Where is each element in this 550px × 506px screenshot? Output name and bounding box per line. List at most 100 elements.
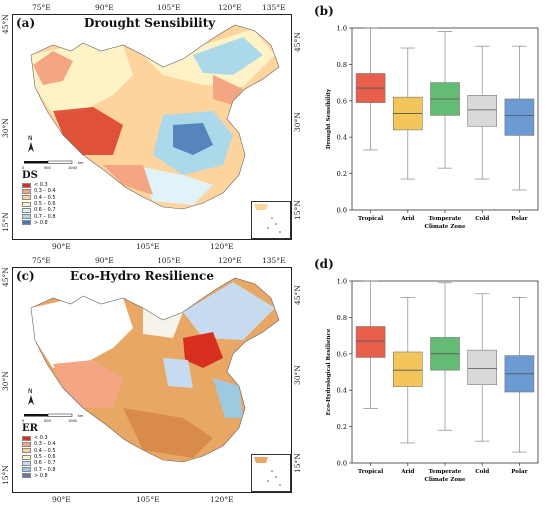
box-cold bbox=[467, 293, 498, 442]
boxplot-eco-hydrological-resilience: 0.0 0.2 0.4 0.6 0.8 1.0 Eco-Hydrological Resil… bbox=[326, 278, 539, 483]
legend-item: 0.7 – 0.8 bbox=[22, 466, 56, 473]
scale-unit: km bbox=[78, 161, 84, 165]
lon-tick: 105°E bbox=[136, 242, 160, 251]
legend-item: > 0.8 bbox=[22, 473, 56, 479]
y-tick-label: 1.0 bbox=[337, 25, 347, 33]
legend-label: 0.4 – 0.5 bbox=[34, 447, 56, 454]
lat-tick-left: 45°N bbox=[1, 14, 10, 34]
box-cold bbox=[467, 45, 498, 180]
box-polar bbox=[504, 297, 535, 453]
y-tick-label: 0.0 bbox=[337, 207, 347, 215]
x-tick-label: Cold bbox=[475, 469, 489, 475]
box-tropical bbox=[355, 27, 386, 151]
map-title-er: Eco-Hydro Resilience bbox=[70, 269, 214, 283]
legend-label: 0.4 – 0.5 bbox=[34, 194, 56, 201]
x-tick-label: Temperate bbox=[429, 469, 462, 475]
legend-label: 0.3 – 0.4 bbox=[34, 188, 56, 195]
china-map-er bbox=[30, 277, 280, 463]
legend-label: 0.3 – 0.4 bbox=[34, 441, 56, 448]
map-title-ds: Drought Sensibility bbox=[84, 16, 216, 30]
lat-tick-left: 45°N bbox=[1, 267, 10, 287]
lat-tick-right: 45°N bbox=[293, 32, 302, 52]
lat-tick-left: 15°N bbox=[1, 465, 10, 485]
box-polar bbox=[504, 45, 535, 191]
inset-islands bbox=[254, 204, 281, 233]
map-panel-eco-hydro-resilience: 75°E 90°E 105°E 120°E 135°E 45°N 30°N 15… bbox=[0, 253, 302, 506]
legend-label: < 0.3 bbox=[34, 182, 48, 189]
lon-tick: 90°E bbox=[52, 242, 71, 251]
legend-item: > 0.8 bbox=[22, 220, 56, 226]
lat-tick-right: 15°N bbox=[293, 453, 302, 473]
y-tick-label: 0.4 bbox=[337, 134, 347, 142]
legend-label: < 0.3 bbox=[34, 435, 48, 442]
panel-label-a: (a) bbox=[16, 16, 36, 30]
lon-tick: 105°E bbox=[157, 3, 181, 12]
lon-tick: 105°E bbox=[157, 256, 181, 265]
legend-item: 0.6 – 0.7 bbox=[22, 207, 56, 213]
y-tick-label: 0.6 bbox=[337, 350, 347, 358]
box-iqr bbox=[467, 95, 498, 127]
boxplot-panel-ds: (b) 0.0 0.2 0.4 0.6 0.8 1.0 Drought Sensibilit… bbox=[302, 0, 550, 253]
lat-tick-left: 30°N bbox=[1, 118, 10, 138]
lon-tick: 135°E bbox=[262, 256, 286, 265]
lon-tick: 90°E bbox=[95, 256, 114, 265]
scale-unit: km bbox=[78, 414, 84, 418]
y-tick-label: 0.0 bbox=[337, 460, 347, 468]
scale-label: 1000 bbox=[68, 419, 77, 423]
scale-label: 500 bbox=[44, 419, 51, 423]
x-axis-label: Climate Zone bbox=[424, 224, 466, 230]
south-china-sea-inset bbox=[251, 454, 291, 492]
legend-swatch bbox=[22, 448, 31, 454]
map-frame bbox=[12, 267, 292, 493]
x-tick-label: Tropical bbox=[358, 216, 383, 222]
x-tick-label: Polar bbox=[511, 216, 527, 222]
y-tick-label: 0.8 bbox=[337, 314, 347, 322]
lat-tick-left: 30°N bbox=[1, 371, 10, 391]
panel-label-c: (c) bbox=[16, 269, 35, 283]
legend-title: DS bbox=[22, 170, 38, 181]
legend-label: 0.6 – 0.7 bbox=[34, 207, 56, 214]
box-arid bbox=[392, 47, 423, 180]
box-temperate bbox=[430, 31, 460, 169]
legend-swatch bbox=[22, 473, 31, 479]
map-panel-drought-sensibility: 75°E 90°E 105°E 120°E 135°E 45°N 30°N 15… bbox=[0, 0, 302, 253]
lon-tick: 120°E bbox=[218, 256, 242, 265]
legend-swatch bbox=[22, 435, 31, 441]
lon-tick: 75°E bbox=[32, 3, 51, 12]
y-tick-label: 0.4 bbox=[337, 387, 347, 395]
legend-label: 0.7 – 0.8 bbox=[34, 466, 56, 473]
x-tick-label: Temperate bbox=[429, 216, 462, 222]
scale-label: 500 bbox=[44, 166, 51, 170]
lon-tick: 135°E bbox=[262, 3, 286, 12]
y-tick-label: 1.0 bbox=[337, 278, 347, 286]
legend-swatch bbox=[22, 454, 31, 460]
lon-tick: 120°E bbox=[210, 495, 234, 504]
legend-item: 0.5 – 0.6 bbox=[22, 201, 56, 207]
north-label: N bbox=[28, 388, 33, 395]
panel-label-b: (b) bbox=[314, 4, 334, 18]
x-tick-label: Polar bbox=[511, 469, 527, 475]
box-iqr bbox=[467, 349, 498, 386]
lon-tick: 75°E bbox=[32, 256, 51, 265]
legend-item: < 0.3 bbox=[22, 182, 56, 188]
box-tropical bbox=[355, 280, 386, 409]
scale-bar: 0 500 1000 km bbox=[22, 156, 92, 175]
legend-label: 0.7 – 0.8 bbox=[34, 213, 56, 220]
legend-swatch bbox=[22, 188, 31, 194]
lat-tick-right: 15°N bbox=[293, 200, 302, 220]
x-tick-label: Arid bbox=[400, 469, 414, 475]
lon-tick: 90°E bbox=[52, 495, 71, 504]
north-arrow-icon: N bbox=[26, 387, 36, 409]
y-axis-label: Drought Sensibility bbox=[326, 88, 332, 149]
y-axis-label: Eco-Hydrological Resilience bbox=[326, 328, 332, 415]
y-tick-label: 0.8 bbox=[337, 61, 347, 69]
y-tick-label: 0.2 bbox=[337, 423, 347, 431]
legend-swatch bbox=[22, 201, 31, 207]
lon-tick: 120°E bbox=[210, 242, 234, 251]
scale-bar: 0 500 1000 km bbox=[22, 409, 92, 428]
scale-label: 1000 bbox=[68, 166, 77, 170]
legend-item: 0.7 – 0.8 bbox=[22, 213, 56, 220]
legend-item: 0.4 – 0.5 bbox=[22, 448, 56, 454]
north-arrow-icon: N bbox=[26, 134, 36, 156]
legend-item: 0.5 – 0.6 bbox=[22, 454, 56, 460]
